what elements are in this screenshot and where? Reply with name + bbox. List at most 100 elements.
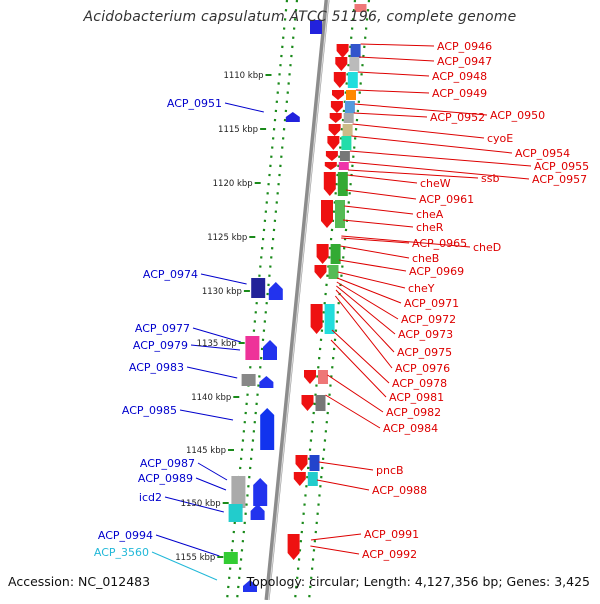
gene-arrow-left-10 — [253, 478, 268, 506]
connector-right — [360, 43, 435, 47]
gene-arrow-right-7 — [328, 124, 341, 136]
gene-label-right: ACP_0972 — [401, 313, 456, 326]
gene-label-right: ACP_0975 — [397, 346, 452, 359]
gene-label-right: cheA — [416, 208, 444, 221]
gene-label-left: ACP_0989 — [138, 472, 193, 485]
gene-arrow-left-14 — [243, 580, 257, 592]
gene-block-left-11 — [228, 504, 243, 522]
gene-label-right: ACP_0946 — [437, 40, 492, 53]
gene-label-right: cheW — [420, 177, 451, 190]
connector-left — [224, 102, 264, 113]
gene-arrow-right-15 — [310, 304, 323, 334]
gene-arrow-left-12 — [250, 504, 265, 520]
gene-label-right: pncB — [376, 464, 404, 477]
gene-arrow-left-5 — [263, 340, 277, 360]
connector-left — [197, 462, 228, 481]
connector-right — [354, 103, 488, 116]
gene-arrow-left-7 — [259, 376, 274, 388]
gene-arrow-right-19 — [293, 472, 306, 486]
connector-right — [335, 295, 393, 369]
gene-arrow-right-11 — [323, 172, 336, 196]
accession-text: Accession: NC_012483 — [8, 574, 151, 589]
connector-right — [310, 533, 362, 541]
gene-block-left-4 — [245, 336, 260, 360]
connector-right — [348, 161, 530, 180]
connector-right — [353, 112, 428, 118]
gene-arrow-right-16 — [304, 370, 316, 384]
gene-features — [223, 4, 367, 592]
connector-left — [200, 273, 247, 285]
gene-block-right-11 — [337, 172, 348, 196]
gene-arrow-left-3 — [268, 282, 283, 300]
connector-right — [336, 285, 396, 335]
gene-block-left-2 — [251, 278, 266, 298]
gene-arrow-right-20 — [287, 534, 300, 560]
connector-right — [351, 135, 513, 154]
gene-label-right: ACP_0947 — [437, 55, 492, 68]
connector-right — [336, 281, 399, 320]
gene-arrow-right-1 — [336, 44, 349, 58]
gene-block-right-12 — [335, 200, 345, 228]
connector-right — [310, 545, 360, 555]
gene-block-left-13 — [223, 552, 238, 564]
gene-arrow-right-8 — [327, 136, 340, 150]
gene-label-left: ACP_0985 — [122, 404, 177, 417]
gene-block-right-3 — [347, 72, 358, 88]
connector-right — [318, 461, 374, 471]
connector-left — [195, 477, 227, 491]
gene-block-right-8 — [341, 136, 352, 150]
connector-right — [335, 289, 395, 353]
connector-right — [344, 205, 414, 215]
gene-label-right: ACP_0950 — [490, 109, 545, 122]
gene-label-right: ACP_0971 — [404, 297, 459, 310]
gene-block-right-15 — [324, 304, 335, 334]
connector-right — [330, 339, 387, 398]
connector-right — [347, 169, 479, 179]
connector-right — [342, 219, 414, 228]
connector-right — [337, 277, 402, 304]
gene-label-right: ACP_0961 — [419, 193, 474, 206]
connector-right — [327, 374, 384, 413]
gene-label-left: ACP_0979 — [133, 339, 188, 352]
gene-label-right: cheD — [473, 241, 501, 254]
gene-label-left: ACP_0974 — [143, 268, 198, 281]
gene-label-right: ACP_0965 — [412, 237, 467, 250]
gene-label-right: ACP_0984 — [383, 422, 438, 435]
scale-label: 1145 kbp — [186, 446, 226, 456]
connector-right — [357, 71, 430, 77]
gene-arrow-right-14 — [314, 265, 327, 279]
connector-left — [151, 551, 218, 581]
gene-arrow-right-6 — [329, 113, 342, 123]
connector-right — [340, 245, 410, 259]
gene-block-left-6 — [241, 374, 256, 386]
gene-label-right: cheB — [412, 252, 439, 265]
scale-label: 1135 kbp — [197, 339, 237, 349]
scale-label: 1120 kbp — [213, 179, 253, 189]
gene-label-right: ACP_0949 — [432, 87, 487, 100]
gene-label-left: ACP_3560 — [94, 546, 149, 559]
genome-stats-text: Topology: circular; Length: 4,127,356 bp… — [246, 574, 590, 589]
gene-block-right-14 — [328, 265, 339, 279]
gene-label-right: ACP_0955 — [534, 160, 589, 173]
gene-label-left: ACP_0983 — [129, 361, 184, 374]
gene-label-left: ACP_0987 — [140, 457, 195, 470]
gene-arrow-left-1 — [285, 112, 300, 122]
gene-block-right-16 — [318, 370, 328, 384]
connector-right — [352, 123, 485, 139]
gene-label-left: ACP_0994 — [98, 529, 153, 542]
gene-block-right-13 — [330, 244, 341, 264]
connector-right — [331, 329, 390, 384]
gene-block-right-18 — [309, 455, 320, 471]
gene-arrow-right-2 — [335, 57, 348, 71]
gene-arrow-right-10 — [324, 162, 337, 170]
connector-right — [355, 89, 430, 94]
gene-block-top-2 — [354, 4, 367, 12]
connector-left — [190, 344, 241, 351]
scale-label: 1130 kbp — [202, 287, 242, 297]
connector-right — [341, 237, 410, 244]
connector-right — [341, 235, 471, 248]
gene-label-right: ACP_0954 — [515, 147, 570, 160]
gene-label-right: ACP_0957 — [532, 173, 587, 186]
